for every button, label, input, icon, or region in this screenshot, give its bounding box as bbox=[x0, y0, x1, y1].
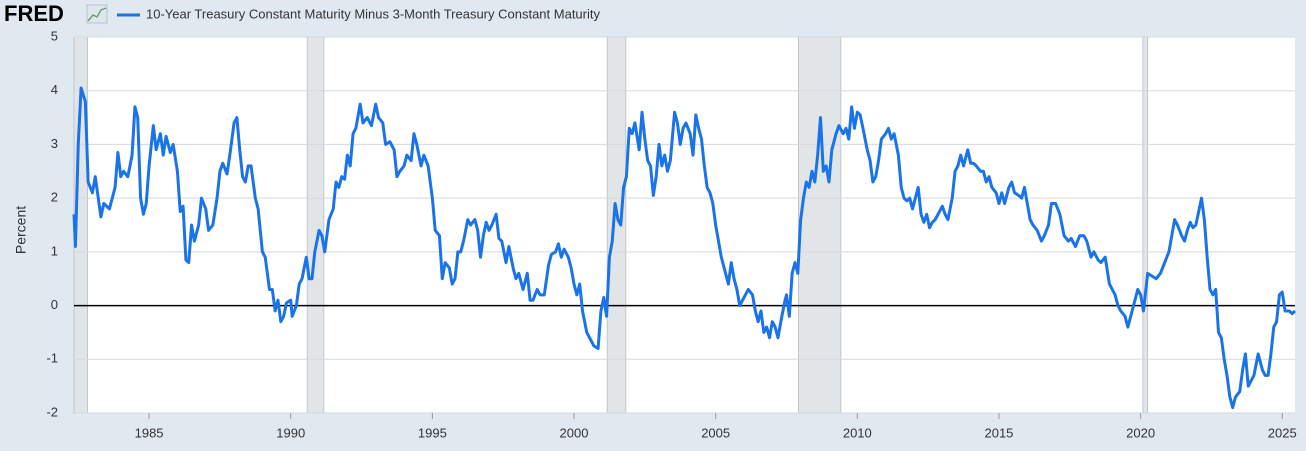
x-tick-label: 2020 bbox=[1126, 425, 1155, 440]
y-axis-label: Percent bbox=[13, 206, 29, 254]
recession-band bbox=[606, 36, 627, 414]
x-tick-label: 2000 bbox=[560, 425, 589, 440]
y-tick-label: -2 bbox=[46, 404, 58, 419]
y-tick-label: 3 bbox=[51, 136, 58, 151]
y-tick-label: 4 bbox=[51, 82, 58, 97]
x-tick-label: 2010 bbox=[843, 425, 872, 440]
x-tick-label: 2005 bbox=[701, 425, 730, 440]
recession-band bbox=[1142, 36, 1149, 414]
legend-label: 10-Year Treasury Constant Maturity Minus… bbox=[146, 6, 600, 21]
x-tick-label: 1995 bbox=[418, 425, 447, 440]
x-tick-label: 2025 bbox=[1268, 425, 1297, 440]
recession-band bbox=[306, 36, 325, 414]
x-tick-label: 1990 bbox=[276, 425, 305, 440]
logo[interactable]: FRED bbox=[4, 1, 64, 26]
plot-area bbox=[74, 37, 1295, 413]
x-tick-label: 2015 bbox=[984, 425, 1013, 440]
x-tick-label: 1985 bbox=[135, 425, 164, 440]
y-tick-label: 0 bbox=[51, 297, 58, 312]
series-line bbox=[72, 86, 1297, 410]
y-tick-label: -1 bbox=[46, 351, 58, 366]
recession-band bbox=[797, 36, 842, 414]
logo-icon bbox=[86, 4, 108, 24]
y-tick-label: 5 bbox=[51, 28, 58, 43]
y-tick-label: 1 bbox=[51, 243, 58, 258]
y-tick-label: 2 bbox=[51, 190, 58, 205]
